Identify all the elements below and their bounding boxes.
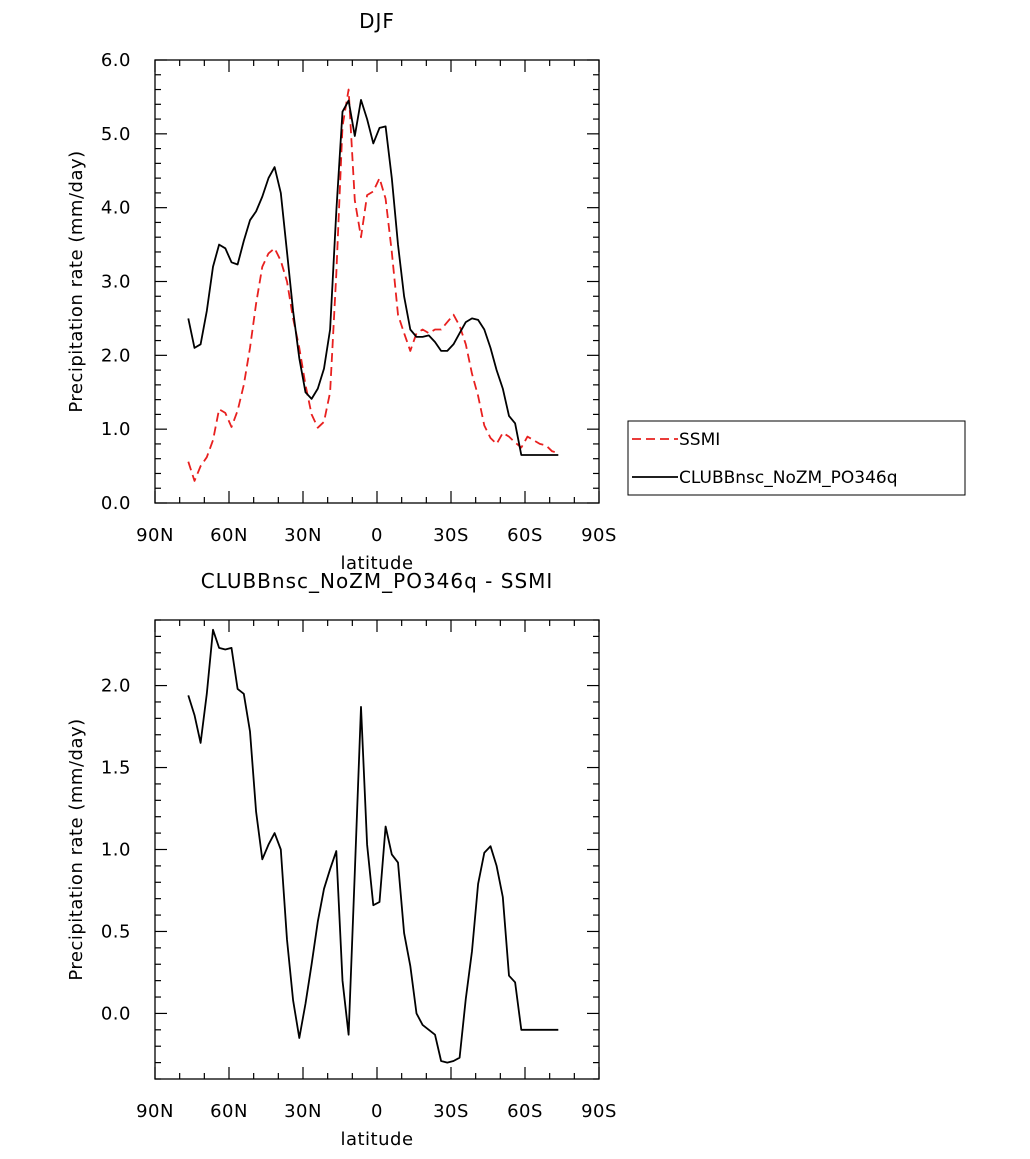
legend-label: CLUBBnsc_NoZM_PO346q <box>679 468 898 488</box>
y-tick-label: 4.0 <box>101 198 131 219</box>
y-tick-label: 3.0 <box>101 272 131 293</box>
series-line-ssmi <box>187 88 559 482</box>
y-tick-label: 1.0 <box>101 419 131 440</box>
x-tick-label: 30N <box>284 1101 322 1122</box>
x-tick-label: 60S <box>507 525 543 546</box>
plot-frame <box>154 59 600 504</box>
x-tick-label: 60S <box>507 1101 543 1122</box>
chart-title: DJF <box>359 9 395 33</box>
x-tick-label: 30N <box>284 525 322 546</box>
x-tick-label: 60N <box>210 525 248 546</box>
y-tick-label: 5.0 <box>101 124 131 145</box>
x-tick-label: 60N <box>210 1101 248 1122</box>
y-axis-label: Precipitation rate (mm/day) <box>66 718 87 980</box>
y-tick-label: 1.5 <box>101 758 131 779</box>
x-tick-label: 90S <box>581 525 617 546</box>
x-axis-label: latitude <box>340 1129 413 1150</box>
y-tick-label: 6.0 <box>101 50 131 71</box>
y-tick-label: 1.0 <box>101 840 131 861</box>
series-line-difference <box>187 628 559 1064</box>
plot-frame <box>154 619 600 1080</box>
y-tick-label: 0.5 <box>101 921 131 942</box>
y-tick-label: 2.0 <box>101 676 131 697</box>
x-tick-label: 90N <box>136 1101 174 1122</box>
x-axis-label: latitude <box>340 553 413 574</box>
y-tick-label: 0.0 <box>101 1003 131 1024</box>
chart-title: CLUBBnsc_NoZM_PO346q - SSMI <box>201 569 554 593</box>
legend-label: SSMI <box>679 430 720 450</box>
y-tick-label: 0.0 <box>101 493 131 514</box>
y-axis-label: Precipitation rate (mm/day) <box>66 150 87 412</box>
x-tick-label: 0 <box>371 1101 383 1122</box>
series-line-clubbnsc-nozm-po346q <box>187 99 559 456</box>
x-tick-label: 30S <box>433 525 469 546</box>
x-tick-label: 90S <box>581 1101 617 1122</box>
x-tick-label: 30S <box>433 1101 469 1122</box>
x-tick-label: 90N <box>136 525 174 546</box>
legend-box <box>627 420 966 496</box>
panel-2: CLUBBnsc_NoZM_PO346q - SSMI 90N 60N 30N 0 30S… <box>66 569 617 1150</box>
x-tick-label: 0 <box>371 525 383 546</box>
legend: SSMI CLUBBnsc_NoZM_PO346q <box>627 420 966 496</box>
y-tick-label: 2.0 <box>101 345 131 366</box>
panel-1: DJF 90N 60N 30N 0 30S 60S 90S 0.0 1.0 2.0 3.0 4.0 5.0… <box>66 9 966 574</box>
